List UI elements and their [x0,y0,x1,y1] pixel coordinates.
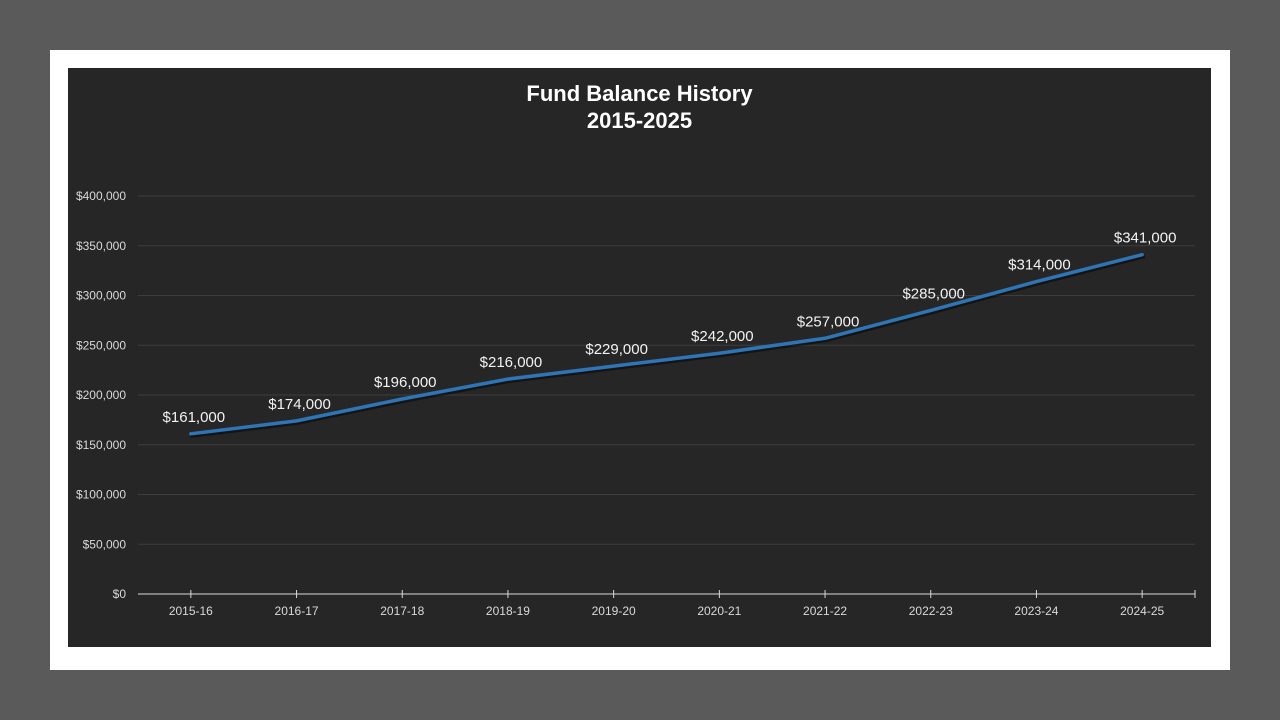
y-tick-label: $400,000 [76,189,126,203]
data-label: $161,000 [163,409,226,426]
x-tick-label: 2024-25 [1120,604,1164,618]
x-tick-label: 2018-19 [486,604,530,618]
x-tick-label: 2020-21 [697,604,741,618]
data-label: $216,000 [480,354,543,371]
data-line [189,252,1144,436]
data-label: $229,000 [585,341,648,358]
x-tick-label: 2019-20 [592,604,636,618]
chart-area: Fund Balance History 2015-2025 $0 $50,000… [68,68,1211,647]
x-tick-label: 2022-23 [909,604,953,618]
data-label: $242,000 [691,328,754,345]
gridlines [138,195,1195,545]
x-axis: 2015-16 2016-17 2017-18 2018-19 2019-20 2020-… [138,590,1196,618]
data-label: $174,000 [268,396,331,413]
x-tick-label: 2021-22 [803,604,847,618]
x-tick-label: 2016-17 [275,604,319,618]
data-label: $341,000 [1114,230,1177,247]
data-label: $196,000 [374,374,437,391]
y-axis-labels: $0 $50,000 $100,000 $150,000 $200,000 $250,00… [76,189,126,601]
chart-subtitle: 2015-2025 [586,108,693,133]
y-tick-label: $100,000 [76,488,126,502]
y-tick-label: $350,000 [76,239,126,253]
y-tick-label: $300,000 [76,289,126,303]
x-tick-label: 2023-24 [1014,604,1058,618]
line-shadow [189,254,1146,438]
data-label: $314,000 [1008,257,1071,274]
chart-title-main: Fund Balance History [526,81,753,106]
y-tick-label: $250,000 [76,338,126,352]
y-tick-label: $200,000 [76,388,126,402]
series-fund-balance [189,252,1146,438]
x-tick-label: 2015-16 [169,604,213,618]
chart-title: Fund Balance History 2015-2025 [68,80,1211,134]
data-label: $285,000 [902,285,965,302]
data-label: $257,000 [797,313,860,330]
data-labels: $161,000 $174,000 $196,000 $216,000 $229,000… [163,230,1177,426]
y-tick-label: $0 [113,587,127,601]
y-tick-label: $150,000 [76,438,126,452]
x-tick-label: 2017-18 [380,604,424,618]
y-tick-label: $50,000 [83,537,127,551]
line-chart-plot: $0 $50,000 $100,000 $150,000 $200,000 $250,00… [76,189,1196,618]
